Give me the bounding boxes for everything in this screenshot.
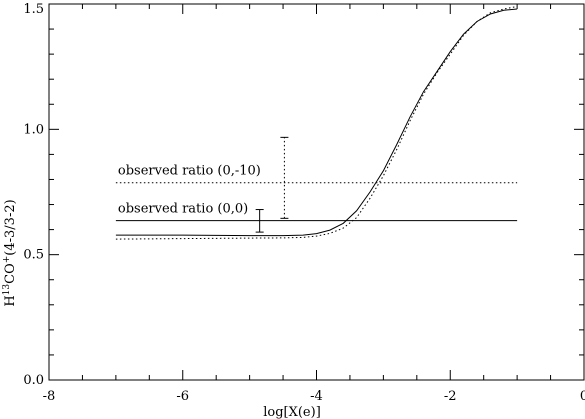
y-axis-title-sup2: + [2,256,12,264]
series-lines [115,6,518,240]
reference-lines: observed ratio (0,-10) observed ratio (0,… [115,164,518,222]
axis-ticks [48,3,585,381]
y-axis-title: H13CO+(4-3/3-2) [2,199,18,306]
y-tick-label: 1.5 [23,2,44,17]
x-tick-label: -2 [444,389,457,404]
error-bars [255,136,289,233]
y-tick-label: 0.5 [23,248,44,263]
x-tick-label: 0 [580,389,585,404]
y-axis-title-base2: CO [3,263,18,284]
x-tick-label: -4 [310,389,323,404]
tick-labels: -8 -6 -4 -2 0 0.0 0.5 1.0 1.5 [23,2,585,404]
x-axis-title: log[X(e)] [263,405,321,419]
x-tick-label: -6 [176,389,189,404]
series-line-solid [115,8,518,237]
reference-line-label: observed ratio (0,0) [118,202,248,217]
y-axis-title-sup1: 13 [2,284,12,296]
y-axis-title-tail: (4-3/3-2) [3,199,18,255]
y-tick-label: 0.0 [23,373,44,388]
y-axis-title-base1: H [3,295,18,306]
reference-line-label: observed ratio (0,-10) [118,164,261,179]
x-tick-label: -8 [43,389,56,404]
y-tick-label: 1.0 [23,122,44,137]
